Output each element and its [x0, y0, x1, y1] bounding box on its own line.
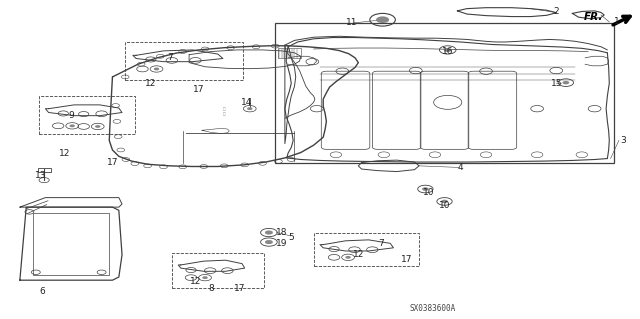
Circle shape: [154, 68, 159, 70]
Text: 1: 1: [614, 17, 620, 26]
Text: 3: 3: [620, 136, 626, 145]
Text: 17: 17: [234, 284, 246, 293]
Circle shape: [202, 276, 207, 279]
Text: 17: 17: [401, 255, 412, 264]
Text: 12: 12: [353, 250, 364, 259]
Text: 6: 6: [39, 287, 45, 296]
Text: 17: 17: [107, 158, 118, 167]
Bar: [125, 42, 243, 80]
Bar: [172, 253, 264, 288]
Text: 17: 17: [193, 85, 204, 94]
Bar: [39, 96, 135, 134]
Circle shape: [265, 231, 273, 234]
Text: 12: 12: [59, 149, 70, 158]
Circle shape: [563, 81, 569, 84]
Circle shape: [95, 125, 100, 128]
Text: 8: 8: [209, 284, 214, 293]
Text: 2: 2: [554, 7, 559, 16]
Text: 9: 9: [68, 111, 74, 120]
Text: 13: 13: [35, 171, 46, 180]
Circle shape: [247, 108, 252, 110]
Text: 4: 4: [458, 163, 463, 172]
Bar: [278, 48, 301, 58]
Text: 10: 10: [439, 201, 451, 210]
Text: 16: 16: [442, 47, 454, 56]
Circle shape: [265, 240, 273, 244]
Bar: [38, 168, 51, 172]
Bar: [33, 213, 109, 275]
Circle shape: [70, 124, 75, 127]
Text: 11: 11: [346, 19, 358, 27]
Text: 12: 12: [190, 277, 201, 286]
Text: 10: 10: [423, 188, 435, 197]
Text: 14: 14: [241, 98, 252, 107]
Bar: [275, 23, 614, 163]
Text: FR.: FR.: [584, 11, 603, 22]
Circle shape: [376, 17, 389, 23]
Text: ル
ル: ル ル: [223, 108, 225, 116]
Text: 18: 18: [276, 228, 287, 237]
Bar: [314, 233, 419, 266]
Text: 12: 12: [145, 79, 156, 88]
Text: 7: 7: [167, 53, 173, 62]
Text: 7: 7: [378, 239, 383, 248]
Circle shape: [346, 256, 351, 259]
Text: 19: 19: [276, 239, 287, 248]
Text: 15: 15: [550, 79, 562, 88]
Text: 5: 5: [289, 233, 294, 242]
Circle shape: [422, 188, 429, 191]
Circle shape: [444, 48, 452, 52]
Circle shape: [442, 200, 448, 203]
Text: SX0383600A: SX0383600A: [410, 304, 456, 313]
